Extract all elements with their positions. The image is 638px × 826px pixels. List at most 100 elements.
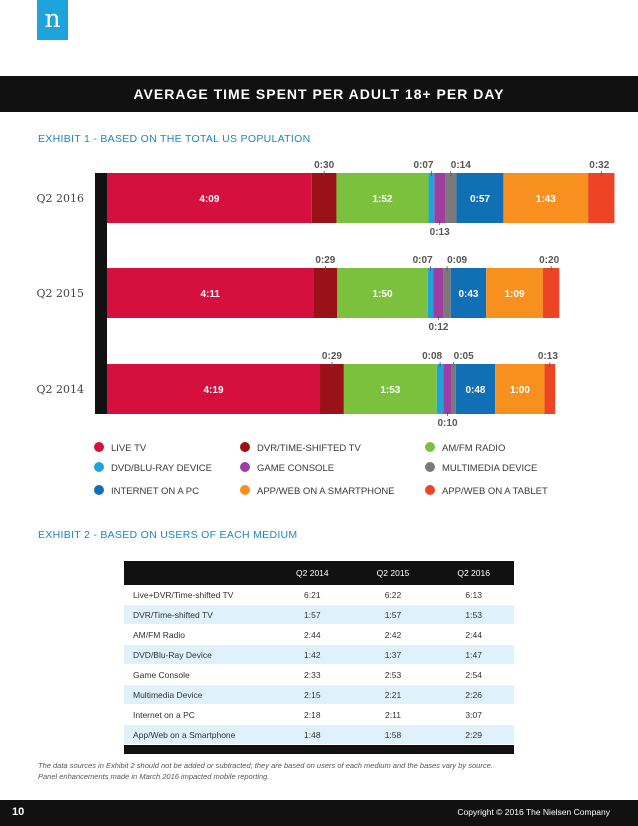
table-cell: 2:44 xyxy=(272,624,353,645)
data-label-app-web-on-a-smartphone-q2-2016: 1:43 xyxy=(536,194,556,205)
bar-internet-on-a-pc-q2-2016 xyxy=(456,173,504,223)
legend-swatch xyxy=(94,442,104,452)
legend-swatch xyxy=(425,442,435,452)
footnote: The data sources in Exhibit 2 should not… xyxy=(38,760,598,782)
data-label-app-web-on-a-tablet-q2-2015: 0:20 xyxy=(539,255,559,266)
data-label-internet-on-a-pc-q2-2016: 0:57 xyxy=(470,194,490,205)
chart-axis-bar xyxy=(95,173,107,414)
legend-swatch xyxy=(240,462,250,472)
table-cell: 3:07 xyxy=(433,704,514,725)
legend-swatch xyxy=(425,485,435,495)
bar-dvd-blu-ray-device-q2-2016 xyxy=(428,173,435,223)
copyright-text: Copyright © 2016 The Nielsen Company xyxy=(457,807,610,817)
bar-game-console-q2-2016 xyxy=(434,173,446,223)
data-label-multimedia-device-q2-2015: 0:09 xyxy=(447,255,467,266)
bar-multimedia-device-q2-2014 xyxy=(451,364,456,414)
table-cell: 2:29 xyxy=(433,724,514,745)
bar-dvr-time-shifted-tv-q2-2015 xyxy=(313,268,338,318)
data-label-dvd-blu-ray-device-q2-2015: 0:07 xyxy=(413,255,433,266)
bar-am-fm-radio-q2-2015 xyxy=(337,268,428,318)
legend-item-app-web-on-a-tablet: APP/WEB ON A TABLET xyxy=(425,485,548,499)
table-row: Live+DVR/Time-shifted TV 6:21 6:22 6:13 xyxy=(124,585,514,605)
bar-live-tv-q2-2015 xyxy=(107,268,314,318)
footnote-line-1: The data sources in Exhibit 2 should not… xyxy=(38,761,493,770)
bar-live-tv-q2-2014 xyxy=(107,364,321,414)
data-label-internet-on-a-pc-q2-2015: 0:43 xyxy=(458,289,478,300)
data-label-live-tv-q2-2016: 4:09 xyxy=(199,194,219,205)
legend-label: MULTIMEDIA DEVICE xyxy=(442,463,538,474)
data-label-live-tv-q2-2015: 4:11 xyxy=(200,289,220,300)
legend-item-am-fm-radio: AM/FM RADIO xyxy=(425,442,505,456)
table-cell: 1:58 xyxy=(352,724,434,745)
data-label-app-web-on-a-tablet-q2-2014: 0:13 xyxy=(538,351,558,362)
table-header-cell: Q2 2015 xyxy=(352,561,434,585)
legend-label: DVD/BLU-RAY DEVICE xyxy=(111,463,213,474)
table-row-label: App/Web on a Smartphone xyxy=(124,724,272,745)
bar-app-web-on-a-tablet-q2-2016 xyxy=(588,173,615,223)
category-label-q2-2014: Q2 2014 xyxy=(36,383,84,396)
table-header-row: Q2 2014 Q2 2015 Q2 2016 xyxy=(124,561,514,585)
table-footer-bar xyxy=(124,744,514,755)
bar-game-console-q2-2014 xyxy=(443,364,452,414)
legend-label: GAME CONSOLE xyxy=(257,463,335,474)
table-row-label: DVD/Blu-Ray Device xyxy=(124,644,272,665)
table-footer-cell xyxy=(124,744,514,755)
table-header-blank xyxy=(124,561,272,585)
legend-swatch xyxy=(240,442,250,452)
bar-dvd-blu-ray-device-q2-2014 xyxy=(436,364,444,414)
data-label-app-web-on-a-smartphone-q2-2014: 1:00 xyxy=(510,385,530,396)
table-cell: 2:54 xyxy=(433,664,514,685)
table-row-label: Internet on a PC xyxy=(124,704,272,725)
exhibit1-title: EXHIBIT 1 - BASED ON THE TOTAL US POPULA… xyxy=(38,133,311,145)
table-cell: 1:47 xyxy=(433,644,514,665)
table-cell: 2:26 xyxy=(433,684,514,705)
data-label-am-fm-radio-q2-2016: 1:52 xyxy=(373,194,393,205)
table-row-label: Live+DVR/Time-shifted TV xyxy=(124,585,272,605)
footnote-line-2: Panel enhancements made in March 2016 im… xyxy=(38,772,270,781)
table-row: DVD/Blu-Ray Device 1:42 1:37 1:47 xyxy=(124,644,514,665)
table-cell: 2:11 xyxy=(352,704,434,725)
data-label-app-web-on-a-smartphone-q2-2015: 1:09 xyxy=(505,289,525,300)
data-label-dvr-time-shifted-tv-q2-2014: 0:29 xyxy=(322,351,342,362)
legend-item-dvd-blu-ray-device: DVD/BLU-RAY DEVICE xyxy=(94,462,212,476)
bar-multimedia-device-q2-2015 xyxy=(443,268,451,318)
data-label-live-tv-q2-2014: 4:19 xyxy=(203,385,223,396)
data-label-game-console-q2-2015: 0:12 xyxy=(428,322,448,333)
table-cell: 1:57 xyxy=(352,604,434,625)
page-banner: AVERAGE TIME SPENT PER ADULT 18+ PER DAY xyxy=(0,76,638,112)
legend-label: AM/FM RADIO xyxy=(442,443,506,454)
data-label-dvr-time-shifted-tv-q2-2015: 0:29 xyxy=(315,255,335,266)
legend-item-live-tv: LIVE TV xyxy=(94,442,146,456)
table-cell: 6:22 xyxy=(352,585,434,605)
logo-letter: n xyxy=(44,4,61,33)
table-row-label: Multimedia Device xyxy=(124,684,272,705)
table-row-label: Game Console xyxy=(124,664,272,685)
bar-dvr-time-shifted-tv-q2-2016 xyxy=(311,173,337,223)
data-label-am-fm-radio-q2-2015: 1:50 xyxy=(373,289,393,300)
legend-item-multimedia-device: MULTIMEDIA DEVICE xyxy=(425,462,537,476)
legend-label: APP/WEB ON A SMARTPHONE xyxy=(257,486,395,497)
table-cell: 2:44 xyxy=(433,624,514,645)
category-label-q2-2016: Q2 2016 xyxy=(36,192,84,205)
bar-am-fm-radio-q2-2016 xyxy=(336,173,429,223)
table-cell: 2:53 xyxy=(352,664,434,685)
bar-multimedia-device-q2-2016 xyxy=(445,173,457,223)
table-row-label: AM/FM Radio xyxy=(124,624,272,645)
bar-game-console-q2-2015 xyxy=(433,268,444,318)
bar-app-web-on-a-smartphone-q2-2016 xyxy=(503,173,589,223)
table-row: Multimedia Device 2:15 2:21 2:26 xyxy=(124,684,514,705)
table-cell: 1:42 xyxy=(272,644,353,665)
bar-am-fm-radio-q2-2014 xyxy=(343,364,437,414)
bar-app-web-on-a-smartphone-q2-2014 xyxy=(495,364,545,414)
bar-internet-on-a-pc-q2-2015 xyxy=(450,268,487,318)
bar-internet-on-a-pc-q2-2014 xyxy=(455,364,496,414)
data-label-dvd-blu-ray-device-q2-2014: 0:08 xyxy=(422,351,442,362)
data-label-app-web-on-a-tablet-q2-2016: 0:32 xyxy=(589,160,609,171)
table-cell: 6:21 xyxy=(272,585,353,605)
table-cell: 2:33 xyxy=(272,664,353,685)
bar-dvd-blu-ray-device-q2-2015 xyxy=(427,268,434,318)
legend-label: LIVE TV xyxy=(111,443,147,454)
table-cell: 1:53 xyxy=(433,604,514,625)
users-time-table: Q2 2014 Q2 2015 Q2 2016 Live+DVR/Time-shif… xyxy=(124,561,514,755)
bar-dvr-time-shifted-tv-q2-2014 xyxy=(320,364,344,414)
